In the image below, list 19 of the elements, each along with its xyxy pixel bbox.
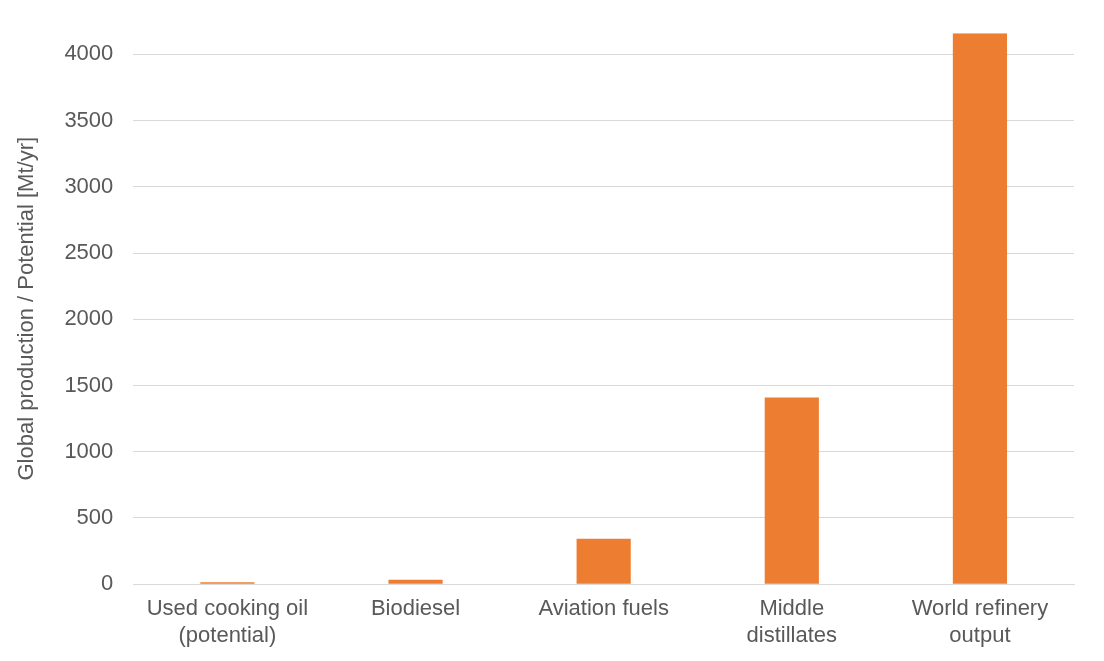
bar <box>388 579 443 584</box>
x-tick-label: World refinery output <box>911 595 1049 647</box>
bar <box>576 538 631 584</box>
y-tick-label: 2000 <box>64 305 114 331</box>
y-tick-label: 4000 <box>64 40 114 66</box>
x-tick-label: Used cooking oil (potential) <box>146 595 309 647</box>
y-tick-label: 3000 <box>64 172 114 198</box>
y-tick-label: 0 <box>101 570 114 596</box>
y-tick-label: 2500 <box>64 239 114 265</box>
y-tick-label: 3500 <box>64 106 114 132</box>
x-tick-label: Aviation fuels <box>538 595 669 621</box>
y-tick-label: 1000 <box>64 437 114 463</box>
y-tick-label: 500 <box>76 504 114 530</box>
bar <box>952 33 1008 584</box>
x-tick-label: Middle distillates <box>746 595 838 647</box>
x-tick-label: Biodiesel <box>370 595 461 621</box>
y-axis-title: Global production / Potential [Mt/yr] <box>13 136 39 481</box>
bar <box>764 397 819 584</box>
y-tick-label: 1500 <box>64 371 114 397</box>
